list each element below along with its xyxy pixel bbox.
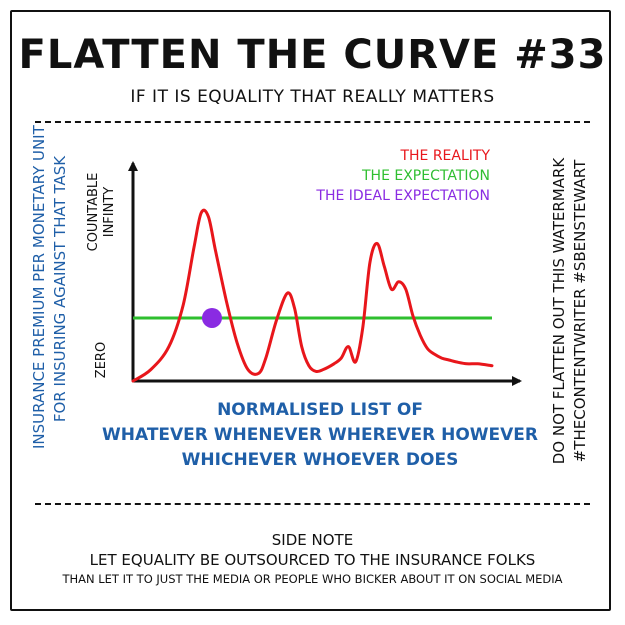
legend-label-expectation: THE EXPECTATION [361, 168, 490, 184]
series-reality-line [131, 208, 494, 383]
x-axis-label-line-1: NORMALISED LIST OF [217, 400, 423, 420]
bottom-divider [35, 503, 590, 505]
x-axis-label: NORMALISED LIST OF WHATEVER WHENEVER WHE… [90, 398, 550, 473]
x-axis-label-line-3: WHICHEVER WHOEVER DOES [181, 450, 459, 470]
side-note-line-1: LET EQUALITY BE OUTSOURCED TO THE INSURA… [89, 551, 536, 569]
comic-frame [10, 10, 611, 611]
legend-expectation: THE EXPECTATION [362, 168, 490, 184]
legend-reality: THE REALITY [400, 148, 490, 164]
legend-label-reality: THE REALITY [400, 148, 490, 164]
top-divider [35, 121, 590, 123]
page-subtitle: IF IT IS EQUALITY THAT REALLY MATTERS [130, 87, 495, 107]
side-note-heading: SIDE NOTE [271, 531, 354, 549]
side-note-line-2: THAN LET IT TO JUST THE MEDIA OR PEOPLE … [62, 572, 563, 586]
legend-ideal: THE IDEAL EXPECTATION [316, 188, 490, 204]
page-title: FLATTEN THE CURVE #33 [18, 32, 607, 78]
legend-label-ideal: THE IDEAL EXPECTATION [316, 188, 490, 204]
series-ideal-point [201, 307, 222, 328]
x-axis-label-line-2: WHATEVER WHENEVER WHEREVER HOWEVER [102, 425, 538, 445]
